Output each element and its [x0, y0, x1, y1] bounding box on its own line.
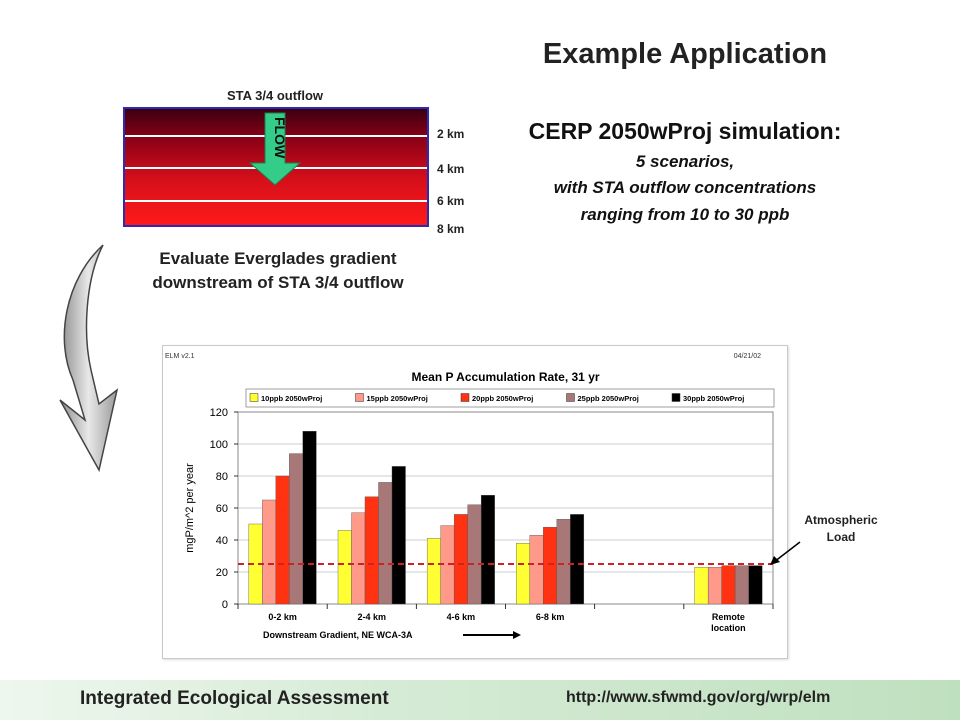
bar	[453, 514, 468, 605]
bar	[570, 514, 585, 605]
x-tick-label: location	[711, 623, 746, 633]
y-tick-label: 80	[216, 471, 228, 483]
legend-item: 20ppb 2050wProj	[472, 394, 533, 403]
chart-header-right: 04/21/02	[734, 353, 761, 360]
chart-header-left: ELM v2.1	[165, 353, 195, 360]
bar	[734, 565, 749, 605]
bar	[721, 565, 736, 605]
simulation-line-1: 5 scenarios,	[635, 152, 735, 171]
bar	[351, 512, 366, 605]
distance-label-8km: 8 km	[437, 222, 465, 236]
atmospheric-line-1: Atmospheric	[804, 513, 878, 527]
bar	[262, 499, 277, 605]
atmospheric-load-label: Atmospheric Load	[796, 512, 886, 546]
bar	[337, 530, 352, 605]
y-tick-label: 120	[210, 407, 228, 419]
legend-swatch	[355, 393, 364, 402]
distance-label-2km: 2 km	[437, 127, 465, 141]
chart-title: Mean P Accumulation Rate, 31 yr	[411, 370, 599, 384]
legend-swatch	[671, 393, 681, 402]
gradient-diagram: FLOW	[123, 107, 429, 227]
x-tick-label: 4-6 km	[447, 612, 476, 622]
x-tick-label: 0-2 km	[268, 612, 297, 622]
footer-title: Integrated Ecological Assessment	[80, 688, 389, 709]
legend-swatch	[249, 393, 259, 402]
legend-swatch	[460, 393, 470, 402]
x-axis-arrow-head	[513, 631, 521, 639]
bar	[480, 494, 495, 605]
y-tick-label: 20	[216, 567, 228, 579]
bar	[275, 475, 290, 605]
bar	[426, 538, 441, 605]
slide-title: Example Application	[542, 38, 828, 70]
flow-label: FLOW	[272, 117, 288, 159]
bar	[391, 466, 406, 605]
flow-arrow-icon	[248, 112, 302, 186]
bar	[467, 504, 482, 605]
evaluate-line-2: downstream of STA 3/4 outflow	[152, 273, 404, 292]
x-tick-label: Remote	[712, 612, 745, 622]
footer-url[interactable]: http://www.sfwmd.gov/org/wrp/elm	[566, 689, 831, 706]
bar	[529, 534, 544, 605]
legend-item: 30ppb 2050wProj	[683, 394, 744, 403]
bar	[364, 496, 379, 605]
atmospheric-pointer-icon	[770, 541, 801, 565]
chart-frame: ELM v2.1 04/21/02 Mean P Accumulation Rate…	[162, 345, 788, 659]
gradient-bands: FLOW	[125, 109, 427, 225]
y-tick-label: 40	[216, 535, 228, 547]
bar	[378, 482, 393, 605]
x-tick-label: 2-4 km	[357, 612, 386, 622]
distance-label-6km: 6 km	[437, 194, 465, 208]
sta-outflow-label: STA 3/4 outflow	[226, 88, 324, 103]
simulation-line-3: ranging from 10 to 30 ppb	[580, 205, 790, 224]
distance-label-4km: 4 km	[437, 162, 465, 176]
y-axis-label: mgP/m^2 per year	[184, 463, 196, 553]
bar	[289, 453, 304, 605]
legend-swatch	[566, 393, 575, 402]
x-tick-label: 6-8 km	[536, 612, 565, 622]
bar	[516, 542, 531, 605]
evaluate-line-1: Evaluate Everglades gradient	[159, 249, 397, 268]
bar	[694, 566, 709, 605]
curved-arrow-icon	[59, 244, 119, 473]
simulation-title: CERP 2050wProj simulation:	[528, 118, 842, 144]
bar	[556, 518, 571, 605]
evaluate-caption: Evaluate Everglades gradient downstream …	[108, 247, 448, 295]
legend-item: 15ppb 2050wProj	[367, 394, 428, 403]
y-tick-label: 100	[210, 439, 228, 451]
bar	[543, 526, 558, 605]
bar	[748, 565, 763, 605]
legend-item: 10ppb 2050wProj	[261, 394, 322, 403]
footer-bar	[0, 680, 960, 720]
legend-box	[245, 388, 775, 408]
legend-item: 25ppb 2050wProj	[578, 394, 639, 403]
y-tick-label: 0	[222, 599, 228, 611]
y-tick-label: 60	[216, 503, 228, 515]
bar	[302, 430, 317, 605]
bar	[707, 566, 722, 605]
simulation-line-2: with STA outflow concentrations	[553, 178, 817, 197]
x-axis-label: Downstream Gradient, NE WCA-3A	[263, 630, 413, 640]
atmospheric-line-2: Load	[826, 530, 856, 544]
accumulation-rate-chart: ELM v2.1 04/21/02 Mean P Accumulation Rate…	[165, 353, 775, 640]
